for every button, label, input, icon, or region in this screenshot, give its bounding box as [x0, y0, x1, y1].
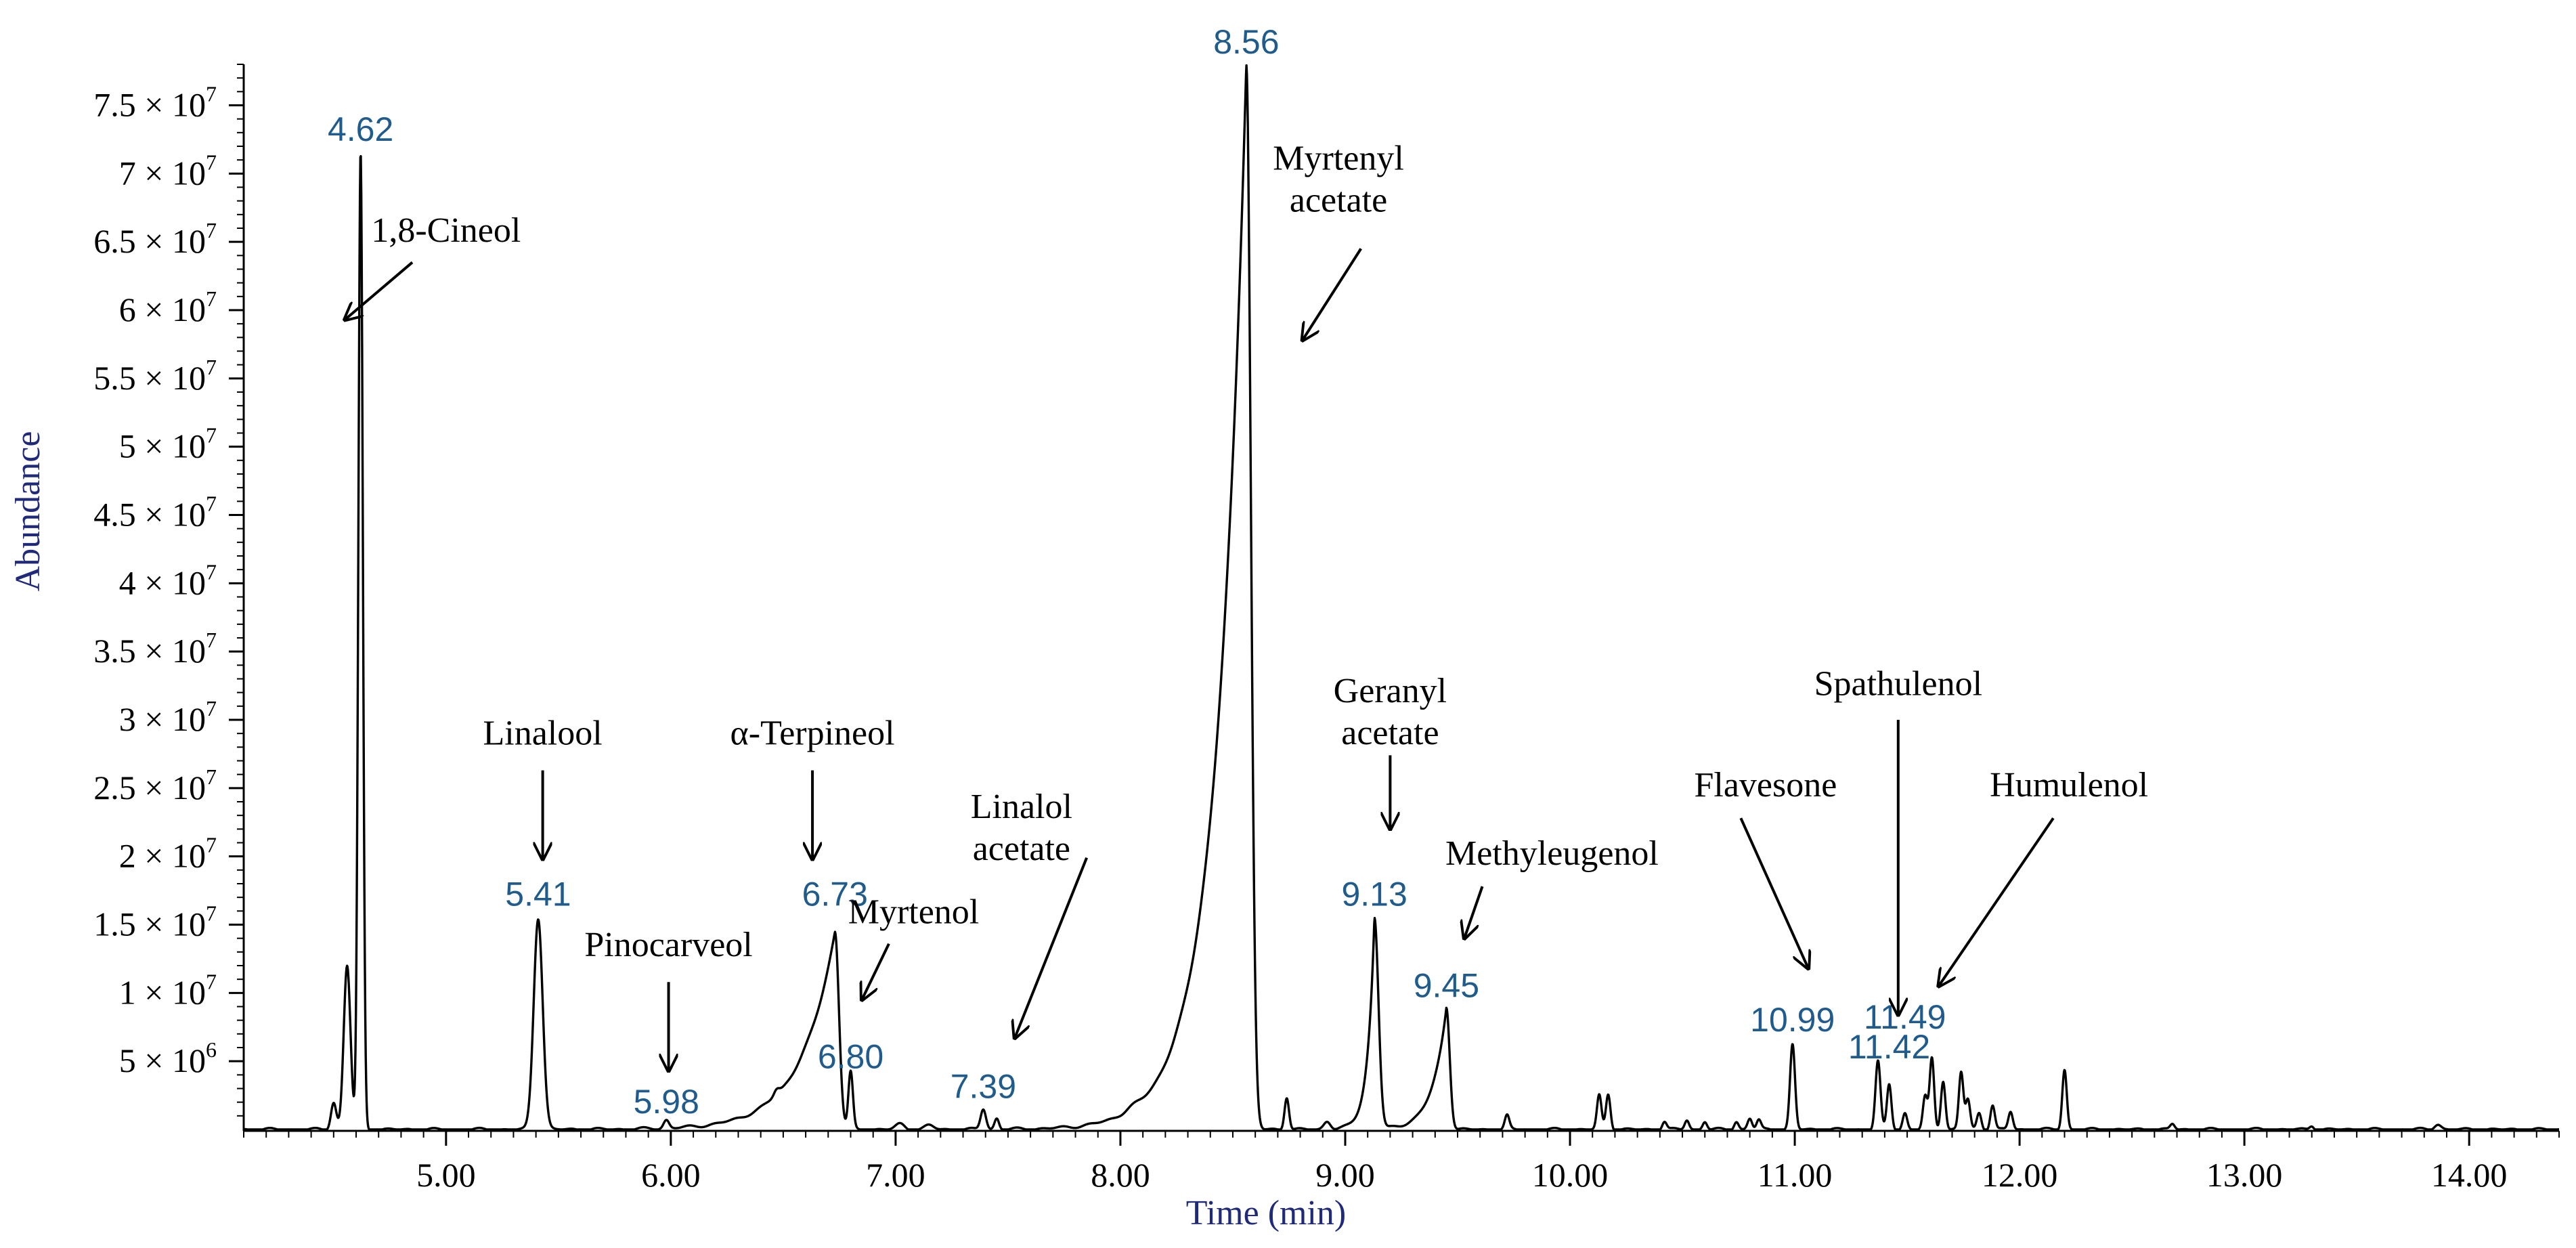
rt-label-9: 10.99 [1750, 1001, 1835, 1039]
y-axis-ticks: 5 × 106 1 × 107 1.5 × 107 2 × 107 2.5 × 107 3… [93, 64, 244, 1117]
y-tick-label-14: 7.5 × 107 [93, 82, 217, 124]
compound-label-5: Linalol acetate [971, 788, 1072, 868]
annotation-6: Myrtenyl acetate [1273, 139, 1404, 340]
annotation-11: Humulenol [1939, 766, 2148, 986]
annotation-2: Pinocarveol [584, 926, 753, 1071]
x-axis-ticks: 5.00 6.00 7.00 8.00 9.00 10.00 11.00 12.00 13.00… [243, 1131, 2560, 1194]
annotation-8: Methyleugenol [1445, 834, 1659, 939]
x-tick-label-9: 14.00 [2431, 1156, 2508, 1194]
x-tick-label-4: 9.00 [1315, 1156, 1375, 1194]
y-tick-label-1: 1 × 107 [119, 969, 217, 1011]
annotation-9: Flavesone [1694, 766, 1837, 968]
x-tick-label-8: 13.00 [2206, 1156, 2283, 1194]
compound-arrow-4 [862, 943, 890, 1000]
y-tick-label-8: 4.5 × 107 [93, 492, 217, 534]
rt-label-10: 11.42 [1848, 1028, 1930, 1066]
x-tick-label-7: 12.00 [1982, 1156, 2058, 1194]
compound-arrow-6 [1303, 248, 1362, 340]
annotation-3: α-Terpineol [730, 714, 895, 859]
x-tick-label-1: 6.00 [641, 1156, 701, 1194]
retention-time-labels: 4.62 5.41 5.98 6.73 6.80 7.39 8.56 9.13 9.45 10.9… [328, 23, 1946, 1121]
y-tick-label-7: 4 × 107 [119, 559, 217, 601]
compound-label-7: Geranyl acetate [1334, 672, 1447, 752]
x-tick-label-3: 8.00 [1091, 1156, 1150, 1194]
compound-label-11: Humulenol [1990, 766, 2148, 804]
annotation-5: Linalol acetate [971, 788, 1089, 1038]
x-axis-title: Time (min) [1186, 1194, 1346, 1232]
compound-label-8: Methyleugenol [1445, 834, 1659, 873]
compound-arrow-9 [1739, 817, 1808, 968]
compound-arrow-11 [1939, 817, 2055, 986]
compound-label-2: Pinocarveol [584, 926, 752, 964]
y-tick-label-9: 5 × 107 [119, 423, 217, 465]
compound-arrow-8 [1464, 886, 1484, 939]
y-tick-label-0: 5 × 106 [119, 1037, 217, 1079]
rt-label-5: 7.39 [951, 1068, 1016, 1106]
y-tick-label-12: 6.5 × 107 [93, 218, 217, 260]
compound-arrow-0 [345, 261, 414, 320]
rt-label-6: 8.56 [1213, 23, 1279, 61]
y-tick-label-13: 7 × 107 [119, 150, 217, 192]
annotation-0: 1,8-Cineol [345, 211, 521, 320]
rt-label-8: 9.45 [1414, 966, 1479, 1004]
rt-label-3: 6.73 [802, 875, 868, 913]
y-tick-label-4: 2.5 × 107 [93, 765, 217, 806]
rt-label-1: 5.41 [505, 875, 571, 913]
x-tick-label-2: 7.00 [866, 1156, 925, 1194]
annotation-7: Geranyl acetate [1334, 672, 1447, 830]
y-tick-label-3: 2 × 107 [119, 833, 217, 875]
compound-label-4: Myrtenol [848, 892, 980, 931]
y-tick-label-2: 1.5 × 107 [93, 901, 217, 943]
compound-label-1: Linalool [483, 714, 603, 752]
x-tick-label-0: 5.00 [416, 1156, 476, 1194]
y-tick-label-10: 5.5 × 107 [93, 355, 217, 397]
compound-label-9: Flavesone [1694, 766, 1837, 804]
compound-label-10: Spathulenol [1814, 665, 1982, 704]
rt-label-2: 5.98 [634, 1083, 699, 1121]
x-tick-label-5: 10.00 [1532, 1156, 1609, 1194]
y-tick-label-6: 3.5 × 107 [93, 628, 217, 670]
chromatogram-trace [242, 64, 2560, 1131]
compound-label-6: Myrtenyl acetate [1273, 139, 1404, 219]
rt-label-4: 6.80 [818, 1037, 883, 1075]
y-tick-label-5: 3 × 107 [119, 696, 217, 738]
compound-annotations: 1,8-Cineol Linalool Pinocarveol α-Terpineol… [345, 139, 2148, 1071]
compound-label-3: α-Terpineol [730, 714, 895, 752]
rt-label-7: 9.13 [1341, 875, 1407, 913]
y-tick-label-11: 6 × 107 [119, 286, 217, 328]
y-axis-title: Abundance [9, 431, 47, 592]
compound-label-0: 1,8-Cineol [371, 211, 521, 250]
x-tick-label-6: 11.00 [1758, 1156, 1833, 1194]
annotation-1: Linalool [483, 714, 603, 859]
annotation-10: Spathulenol [1814, 665, 1982, 1015]
annotation-4: Myrtenol [848, 892, 980, 1000]
compound-arrow-5 [1015, 857, 1089, 1038]
rt-label-11: 11.49 [1864, 998, 1946, 1036]
rt-label-0: 4.62 [328, 110, 393, 148]
